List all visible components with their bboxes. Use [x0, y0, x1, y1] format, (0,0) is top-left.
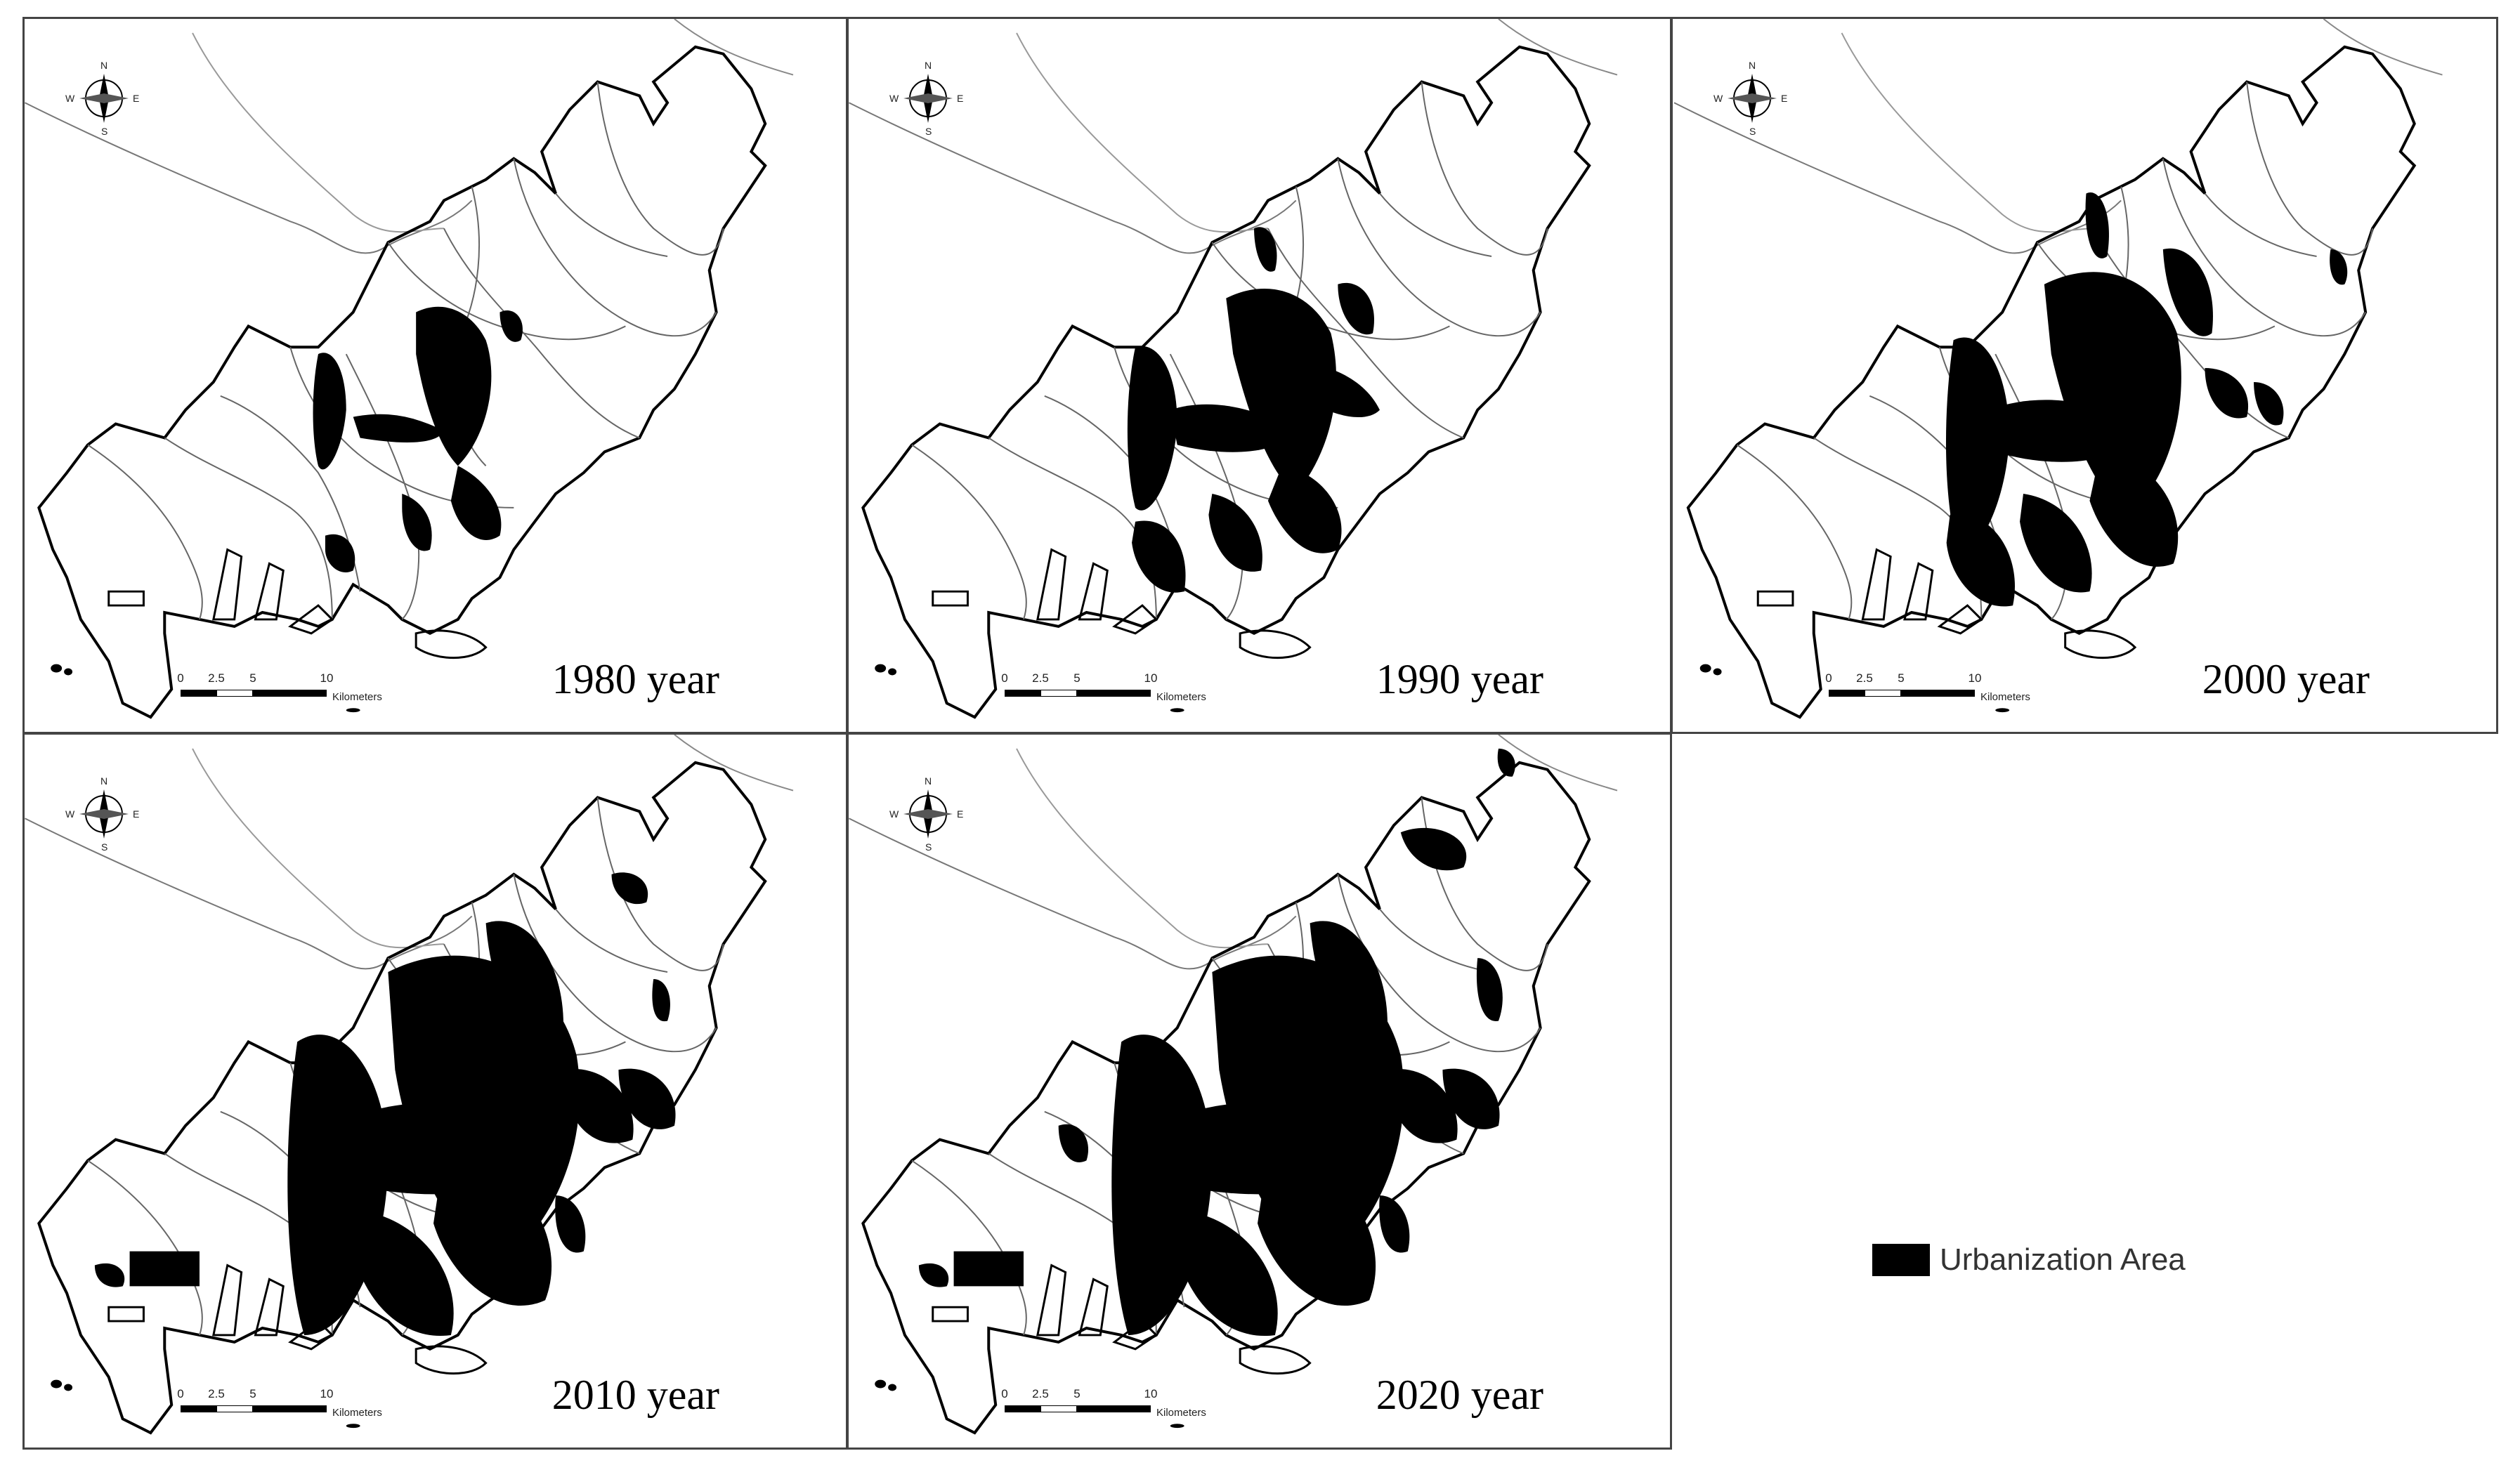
north-label: N: [925, 60, 932, 71]
scale-bar: 0 2.5 5 10 Kilometers: [177, 1387, 502, 1429]
legend: Urbanization Area: [1872, 1242, 2186, 1277]
scale-bar: 0 2.5 5 10 Kilometers: [177, 671, 502, 714]
south-label: S: [925, 841, 932, 853]
scale-unit: Kilometers: [332, 691, 382, 703]
south-label: S: [1749, 126, 1756, 137]
north-label: N: [100, 775, 108, 787]
east-label: E: [133, 93, 140, 104]
scale-tick-5: 5: [1073, 671, 1081, 685]
scale-unit: Kilometers: [1156, 1407, 1206, 1419]
south-label: S: [101, 126, 108, 137]
south-label: S: [925, 126, 932, 137]
scale-unit: Kilometers: [1980, 691, 2030, 703]
year-label-1980: 1980 year: [551, 656, 719, 702]
scale-bar: 0 2.5 5 10 Kilometers: [1001, 671, 1326, 714]
east-label: E: [133, 808, 140, 820]
east-label: E: [957, 808, 964, 820]
map-panel-2010: N S E W 0 2.5 5 10 Kilometers 2010 year: [22, 733, 848, 1450]
west-label: W: [65, 93, 75, 104]
scale-tick-2-5: 2.5: [1032, 671, 1049, 685]
legend-label: Urbanization Area: [1940, 1242, 2186, 1277]
scale-tick-5: 5: [1073, 1387, 1081, 1400]
south-label: S: [101, 841, 108, 853]
scale-tick-10: 10: [1144, 1387, 1158, 1400]
scale-tick-5: 5: [1898, 671, 1905, 685]
map-1980: [25, 19, 795, 719]
north-arrow-icon: N S E W: [1713, 60, 1791, 137]
urbanization-area-2020: [918, 748, 1515, 1337]
year-label-2020: 2020 year: [1376, 1372, 1543, 1418]
map-2020: [849, 735, 1619, 1435]
urbanization-area-1990: [1127, 227, 1380, 593]
year-label-2000: 2000 year: [2202, 656, 2370, 702]
north-arrow-icon: N S E W: [65, 60, 143, 137]
scale-tick-0: 0: [1825, 671, 1832, 685]
urbanization-area-2010: [94, 872, 676, 1337]
north-label: N: [1749, 60, 1756, 71]
map-panel-2020: N S E W 0 2.5 5 10 Kilometers 2020 year: [847, 733, 1672, 1450]
north-arrow-icon: N S E W: [65, 775, 143, 853]
scale-tick-10: 10: [320, 671, 334, 685]
scale-tick-10: 10: [1968, 671, 1982, 685]
map-2000: [1673, 19, 2444, 719]
scale-tick-5: 5: [249, 671, 256, 685]
scale-tick-0: 0: [1001, 1387, 1008, 1400]
scale-tick-10: 10: [320, 1387, 334, 1400]
scale-tick-5: 5: [249, 1387, 256, 1400]
north-label: N: [100, 60, 108, 71]
scale-bar: 0 2.5 5 10 Kilometers: [1001, 1387, 1326, 1429]
scale-tick-2-5: 2.5: [208, 671, 225, 685]
urbanization-area-1980: [313, 306, 523, 573]
scale-tick-0: 0: [177, 1387, 184, 1400]
scale-unit: Kilometers: [1156, 691, 1206, 703]
west-label: W: [889, 808, 899, 820]
map-1990: [849, 19, 1619, 719]
west-label: W: [65, 808, 75, 820]
scale-tick-0: 0: [1001, 671, 1008, 685]
east-label: E: [1781, 93, 1788, 104]
year-label-1990: 1990 year: [1376, 656, 1543, 702]
north-arrow-icon: N S E W: [889, 60, 967, 137]
north-label: N: [925, 775, 932, 787]
scale-tick-2-5: 2.5: [1032, 1387, 1049, 1400]
north-arrow-icon: N S E W: [889, 775, 967, 853]
year-label-2010: 2010 year: [551, 1372, 719, 1418]
scale-tick-2-5: 2.5: [208, 1387, 225, 1400]
legend-swatch: [1872, 1244, 1930, 1276]
scale-tick-2-5: 2.5: [1856, 671, 1873, 685]
east-label: E: [957, 93, 964, 104]
map-panel-1990: N S E W 0 2.5 5 10 Kilometers 1990 year: [847, 17, 1672, 734]
map-panel-1980: N S E W 0 2.5 5 10 Kilometers 1980 year: [22, 17, 848, 734]
scale-unit: Kilometers: [332, 1407, 382, 1419]
west-label: W: [1713, 93, 1723, 104]
map-2010: [25, 735, 795, 1435]
scale-tick-0: 0: [177, 671, 184, 685]
scale-bar: 0 2.5 5 10 Kilometers: [1825, 671, 2150, 714]
map-panel-2000: N S E W 0 2.5 5 10 Kilometers 2000 year: [1671, 17, 2498, 734]
west-label: W: [889, 93, 899, 104]
urbanization-area-2000: [1945, 192, 2348, 607]
scale-tick-10: 10: [1144, 671, 1158, 685]
